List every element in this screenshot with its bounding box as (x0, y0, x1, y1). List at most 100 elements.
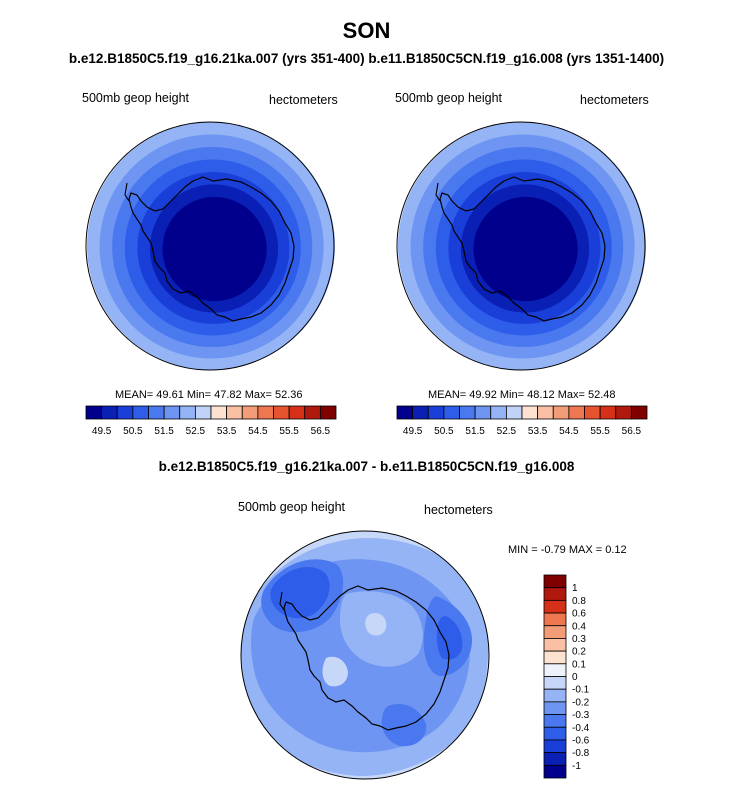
colorbar-tick-label: -0.3 (572, 710, 590, 721)
panel2-map (396, 121, 646, 371)
colorbar-tick-label: 56.5 (311, 426, 331, 437)
colorbar-tick-label: 50.5 (434, 426, 454, 437)
panel2-colorbar: 49.5 50.5 51.5 52.5 53.5 54.5 55.5 56.5 (396, 405, 648, 437)
contour-band (322, 656, 348, 687)
colorbar-swatch (543, 764, 567, 779)
colorbar-tick-label: -1 (572, 761, 581, 772)
colorbar-tick-label: -0.2 (572, 697, 590, 708)
contour-band (473, 196, 578, 302)
colorbar-tick-label: 0.3 (572, 634, 586, 645)
colorbar-swatch (194, 405, 212, 420)
colorbar-swatch (490, 405, 507, 420)
colorbar-swatch (543, 752, 567, 766)
antarctica-coastline (283, 585, 450, 731)
colorbar-swatch (584, 405, 601, 420)
contour-band (365, 612, 387, 636)
panel2-units-label: hectometers (580, 93, 649, 107)
panel2-stats: MEAN= 49.92 Min= 48.12 Max= 52.48 (428, 389, 616, 401)
colorbar-tick-label: 49.5 (403, 426, 423, 437)
colorbar-swatch (273, 405, 290, 420)
colorbar-tick-label: 51.5 (154, 426, 174, 437)
diff-minmax: MIN = -0.79 MAX = 0.12 (508, 544, 627, 556)
diff-colorbar: 1 0.8 0.60.4 0.3 0.20.1 0 -0.1-0.2 -0.3 -0.4-0.6… (543, 574, 590, 779)
colorbar-tick-label: 55.5 (279, 426, 299, 437)
colorbar-swatch (427, 405, 445, 420)
colorbar-tick-label: 1 (572, 583, 578, 594)
panel1-min-label: Min= (186, 389, 212, 401)
colorbar-tick-label: 0.6 (572, 609, 586, 620)
colorbar-tick-label: 52.5 (186, 426, 206, 437)
colorbar-swatch (412, 405, 429, 420)
colorbar-swatch (615, 405, 632, 420)
colorbar-swatch (543, 739, 567, 754)
colorbar-tick-label: 56.5 (622, 426, 642, 437)
colorbar-tick-label: 0.1 (572, 659, 586, 670)
colorbar-swatch (543, 726, 567, 741)
colorbar-swatch (163, 405, 181, 420)
panel1-stats: MEAN= 49.61 Min= 47.82 Max= 52.36 (115, 389, 303, 401)
colorbar-swatch (505, 405, 523, 420)
colorbar-swatch (148, 405, 165, 420)
colorbar-tick-label: 53.5 (217, 426, 237, 437)
panel1-colorbar: 49.5 50.5 51.5 52.5 53.5 54.5 55.5 56.5 (85, 405, 337, 437)
colorbar-tick-label: -0.6 (572, 735, 590, 746)
colorbar-swatch (474, 405, 492, 420)
contour-band (162, 196, 267, 302)
colorbar-swatch (543, 625, 567, 639)
colorbar-swatch (630, 405, 648, 420)
map-border (396, 121, 646, 371)
colorbar-swatch (599, 405, 617, 420)
colorbar-swatch (101, 405, 118, 420)
colorbar-tick-label: 51.5 (465, 426, 485, 437)
colorbar-tick-label: 55.5 (590, 426, 610, 437)
colorbar-swatch (459, 405, 476, 420)
colorbar-tick-label: 53.5 (528, 426, 548, 437)
colorbar-tick-label: -0.4 (572, 723, 590, 734)
contour-band (381, 704, 427, 747)
colorbar-swatch (537, 405, 554, 420)
panel1-variable-label: 500mb geop height (82, 91, 190, 105)
colorbar-swatch (85, 405, 103, 420)
map-border (85, 121, 335, 371)
figure-subtitle: b.e12.B1850C5.f19_g16.21ka.007 (yrs 351-… (68, 51, 665, 66)
colorbar-swatch (552, 405, 570, 420)
peninsula-coastline (124, 182, 130, 202)
colorbar-swatch (543, 574, 567, 589)
panel1-max-label: Max= (244, 389, 272, 401)
peninsula-coastline (279, 591, 285, 611)
colorbar-tick-label: 0.4 (572, 621, 586, 632)
colorbar-swatch (543, 663, 567, 677)
colorbar-tick-label: 54.5 (559, 426, 579, 437)
colorbar-swatch (543, 688, 567, 703)
map-border (240, 530, 490, 780)
colorbar-tick-label: 0.8 (572, 596, 586, 607)
colorbar-swatch (543, 638, 567, 652)
colorbar-swatch (543, 587, 567, 601)
colorbar-tick-label: 0 (572, 672, 578, 683)
peninsula-coastline (435, 182, 441, 202)
panel2-min-value: 48.12 (527, 389, 555, 401)
diff-map (240, 530, 490, 780)
antarctica-coastline (128, 176, 295, 322)
panel2-max-value: 52.48 (587, 389, 616, 401)
panel1-mean-value: 49.61 (156, 389, 184, 401)
colorbar-swatch (543, 676, 567, 690)
colorbar-swatch (179, 405, 196, 420)
colorbar-tick-label: 54.5 (248, 426, 268, 437)
panel1-units-label: hectometers (269, 93, 338, 107)
colorbar-swatch (543, 599, 567, 614)
figure-title: SON (342, 18, 391, 43)
colorbar-swatch (443, 405, 460, 420)
panel1-mean-label: MEAN= (115, 389, 154, 401)
colorbar-tick-label: 50.5 (123, 426, 143, 437)
colorbar-swatch (543, 650, 567, 665)
colorbar-swatch (396, 405, 414, 420)
panel1-max-value: 52.36 (274, 389, 303, 401)
colorbar-swatch (210, 405, 228, 420)
panel2-mean-label: MEAN= (428, 389, 467, 401)
contour-band (436, 616, 463, 660)
diff-units-label: hectometers (424, 503, 493, 517)
colorbar-tick-label: -0.1 (572, 685, 590, 696)
colorbar-swatch (304, 405, 321, 420)
diff-variable-label: 500mb geop height (238, 500, 346, 514)
